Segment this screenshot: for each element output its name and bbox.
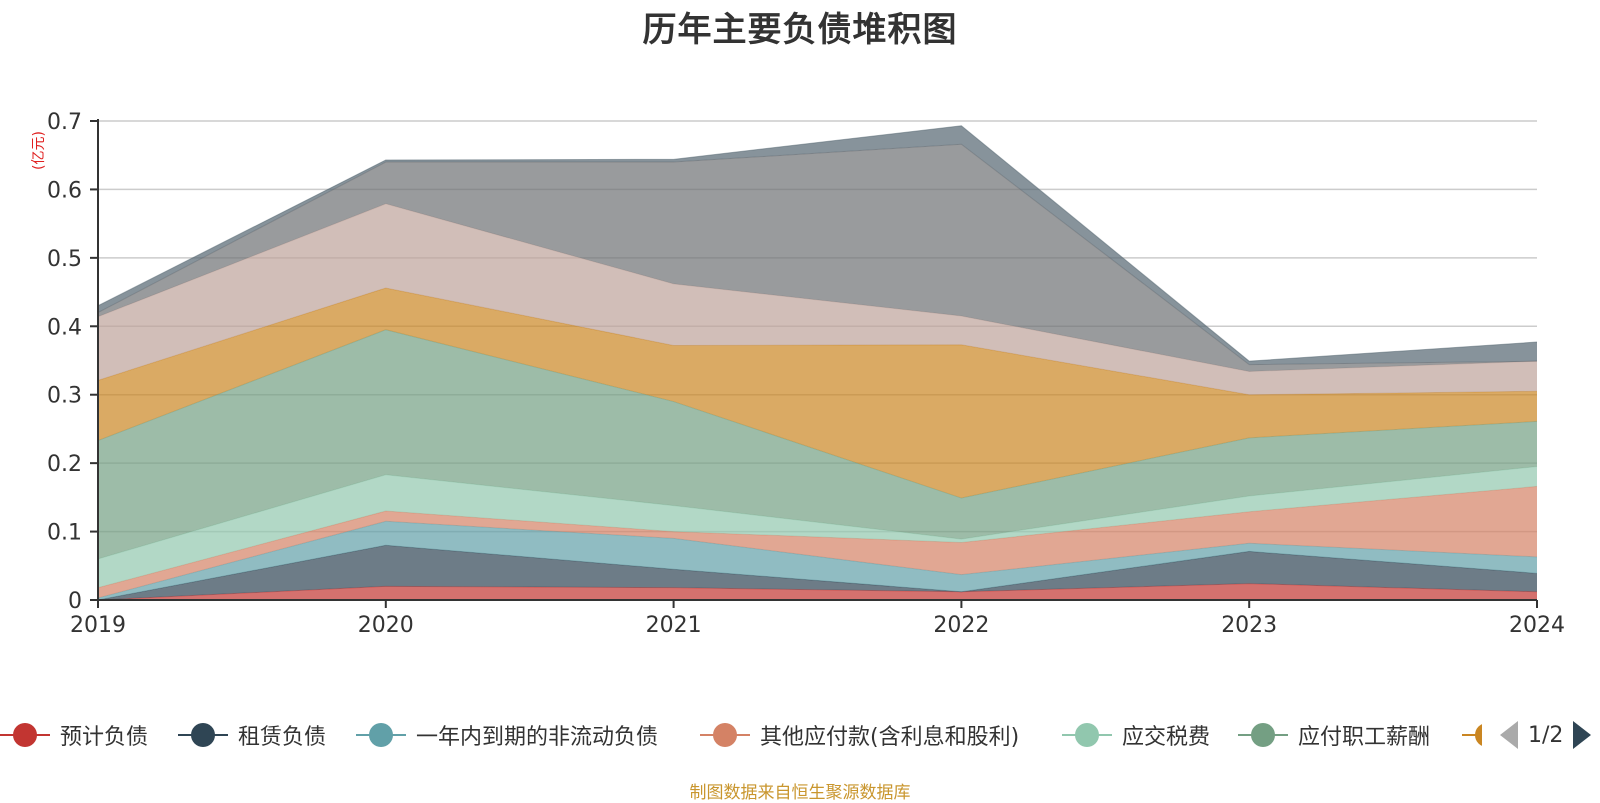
legend-item[interactable]: 租赁负债 — [178, 718, 326, 752]
legend-item[interactable]: 一年内到期的非流动负债 — [356, 718, 658, 752]
legend-marker-icon — [1238, 722, 1288, 748]
legend-label: 其他应付款(含利息和股利) — [760, 725, 1020, 750]
legend-pager: 1/2 — [1500, 718, 1592, 752]
area-series-1 — [98, 545, 1537, 600]
legend-label: 一年内到期的非流动负债 — [416, 725, 659, 750]
legend-marker-icon — [178, 722, 228, 748]
legend-item[interactable]: 预计负债 — [0, 718, 148, 752]
area-series-5 — [98, 329, 1537, 559]
legend-label: 租赁负债 — [238, 725, 327, 750]
y-tick-label: 0.6 — [47, 178, 82, 203]
legend-label: 应交税费 — [1122, 725, 1211, 750]
area-series-9 — [98, 125, 1537, 365]
legend-marker-icon — [356, 722, 406, 748]
legend-label: 应付职工薪酬 — [1298, 725, 1431, 750]
chart-area: 0 0.1 0.2 0.3 0.4 0.5 0.6 0.7 2019 2020 2021 2022 20… — [47, 110, 1565, 638]
area-series-4 — [98, 466, 1537, 588]
x-tick-label: 2019 — [70, 613, 126, 638]
area-series-8 — [98, 144, 1537, 372]
legend-item-partial[interactable] — [1462, 718, 1482, 752]
axes: 0 0.1 0.2 0.3 0.4 0.5 0.6 0.7 2019 2020 2021 2022 20… — [47, 110, 1565, 638]
legend-next-page-icon[interactable] — [1573, 721, 1592, 749]
area-series-7 — [98, 203, 1537, 395]
y-tick-label: 0.4 — [47, 315, 82, 340]
y-tick-label: 0.5 — [47, 247, 82, 272]
x-tick-label: 2021 — [646, 613, 702, 638]
y-tick-label: 0 — [68, 589, 82, 614]
x-tick-label: 2022 — [933, 613, 989, 638]
area-series-3 — [98, 486, 1537, 598]
y-tick-label: 0.3 — [47, 384, 82, 409]
legend: 预计负债 租赁负债 一年内到期的非流动负债 其他应付款(含利息和股利) 应交税费 应付职工… — [0, 718, 1600, 752]
area-series-6 — [98, 287, 1537, 499]
y-tick-label: 0.7 — [47, 110, 82, 135]
legend-marker-icon — [1062, 722, 1112, 748]
legend-label: 预计负债 — [60, 725, 149, 750]
x-tick-label: 2020 — [358, 613, 414, 638]
legend-marker-icon — [700, 722, 750, 748]
x-tick-label: 2024 — [1509, 613, 1565, 638]
legend-item[interactable]: 应付职工薪酬 — [1238, 718, 1430, 752]
y-tick-label: 0.1 — [47, 521, 82, 546]
legend-marker-icon — [1462, 722, 1482, 748]
y-tick-label: 0.2 — [47, 452, 82, 477]
legend-item[interactable]: 应交税费 — [1062, 718, 1210, 752]
legend-prev-page-icon[interactable] — [1500, 721, 1518, 749]
legend-marker-icon — [0, 722, 50, 748]
stacked-areas — [97, 125, 1538, 601]
data-source-note: 制图数据来自恒生聚源数据库 — [689, 783, 911, 803]
area-series-line-9 — [97, 125, 1538, 362]
x-tick-label: 2023 — [1221, 613, 1277, 638]
area-series-0 — [98, 583, 1537, 600]
area-series-2 — [98, 521, 1537, 600]
legend-page-indicator: 1/2 — [1528, 722, 1564, 748]
legend-item[interactable]: 其他应付款(含利息和股利) — [700, 718, 1019, 752]
chart-title: 历年主要负债堆积图 — [642, 10, 958, 50]
